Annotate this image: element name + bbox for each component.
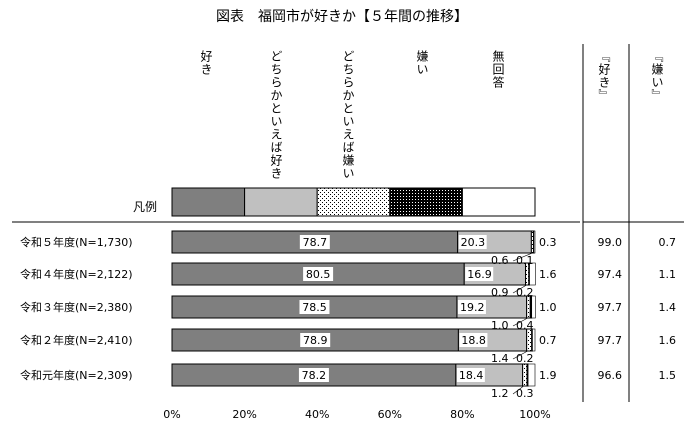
bar-segment-5 (533, 230, 536, 254)
bar-segment-5 (527, 363, 536, 387)
data-label-dislike: 0.4 (516, 319, 534, 332)
summary-like-value: 97.7 (598, 334, 623, 347)
data-label-bg (458, 235, 487, 249)
legend-label: 凡例 (133, 200, 158, 214)
data-label-dislike: 0.2 (516, 352, 534, 365)
data-label-like: 78.2 (302, 369, 327, 382)
summary-dislike-value: 1.1 (659, 268, 677, 281)
header-somewhat-dislike: どちらかといえば嫌い (341, 50, 355, 180)
data-label-bg (456, 368, 485, 382)
leader-line (512, 385, 524, 395)
leader-line (512, 317, 528, 327)
header-like: 好き (199, 50, 213, 76)
x-tick-label: 0% (163, 408, 180, 421)
data-label-no-answer: 0.3 (539, 236, 557, 249)
x-tick-label: 60% (378, 408, 402, 421)
data-label-somewhat-like: 18.8 (461, 334, 486, 347)
data-label-somewhat-dislike: 0.9 (491, 286, 509, 299)
bar-segment-5 (529, 262, 536, 286)
data-label-no-answer: 1.6 (539, 268, 557, 281)
header-dislike: 嫌い (415, 50, 429, 76)
data-label-somewhat-dislike: 1.0 (491, 319, 509, 332)
row-label: 令和元年度(N=2,309) (20, 368, 133, 382)
summary-dislike-value: 1.4 (659, 301, 677, 314)
leader-line (512, 284, 527, 294)
header-no-answer: 無回答 (491, 50, 505, 89)
x-tick-label: 20% (232, 408, 256, 421)
legend-swatch-1 (171, 187, 246, 217)
data-label-somewhat-like: 18.4 (459, 369, 484, 382)
row-label: 令和５年度(N=1,730) (20, 235, 133, 249)
header-somewhat-like: どちらかといえば好き (269, 50, 283, 180)
data-label-somewhat-dislike: 0.6 (491, 254, 509, 267)
header-sum-like: 『好き』 (597, 50, 611, 102)
data-label-bg (298, 368, 329, 382)
leader-line (512, 350, 528, 360)
data-label-somewhat-like: 16.9 (467, 268, 492, 281)
summary-dislike-value: 1.6 (659, 334, 677, 347)
summary-like-value: 97.4 (598, 268, 623, 281)
data-label-like: 78.5 (302, 301, 327, 314)
bar-segment-3 (526, 328, 533, 352)
chart-title: 図表 福岡市が好きか【５年間の推移】 (216, 9, 468, 25)
x-tick-label: 40% (305, 408, 329, 421)
legend-swatch-4 (389, 187, 463, 217)
summary-like-value: 96.6 (598, 369, 623, 382)
data-label-bg (299, 300, 330, 314)
summary-dislike-value: 0.7 (659, 236, 677, 249)
bar-segment-3 (522, 363, 528, 387)
summary-like-value: 97.7 (598, 301, 623, 314)
data-label-somewhat-like: 20.3 (461, 236, 486, 249)
data-label-bg (465, 267, 494, 281)
data-label-dislike: 0.2 (516, 286, 534, 299)
data-label-somewhat-dislike: 1.2 (491, 387, 509, 400)
data-label-dislike: 0.3 (516, 387, 534, 400)
data-label-bg (303, 267, 334, 281)
data-label-no-answer: 0.7 (539, 334, 557, 347)
row-label: 令和３年度(N=2,380) (20, 300, 133, 314)
data-label-bg (299, 235, 330, 249)
data-label-bg (300, 333, 331, 347)
data-label-like: 78.9 (303, 334, 328, 347)
row-label: 令和４年度(N=2,122) (20, 267, 133, 281)
data-label-dislike: 0.1 (516, 254, 534, 267)
data-label-like: 78.7 (303, 236, 328, 249)
bar-segment-5 (531, 295, 536, 319)
summary-like-value: 99.0 (598, 236, 623, 249)
data-label-somewhat-like: 19.2 (460, 301, 485, 314)
bar-segment-3 (526, 295, 531, 319)
bar-segment-5 (532, 328, 536, 352)
leader-line (512, 252, 533, 262)
data-label-no-answer: 1.9 (539, 369, 557, 382)
summary-dislike-value: 1.5 (659, 369, 677, 382)
data-label-like: 80.5 (306, 268, 331, 281)
header-sum-dislike: 『嫌い』 (650, 50, 664, 102)
row-label: 令和２年度(N=2,410) (20, 333, 133, 347)
data-label-no-answer: 1.0 (539, 301, 557, 314)
data-label-bg (457, 300, 486, 314)
data-label-somewhat-dislike: 1.4 (491, 352, 509, 365)
x-tick-label: 80% (450, 408, 474, 421)
legend-swatch-5 (461, 187, 536, 217)
x-tick-label: 100% (519, 408, 550, 421)
legend-swatch-3 (316, 187, 391, 217)
legend-swatch-2 (244, 187, 318, 217)
data-label-bg (459, 333, 488, 347)
